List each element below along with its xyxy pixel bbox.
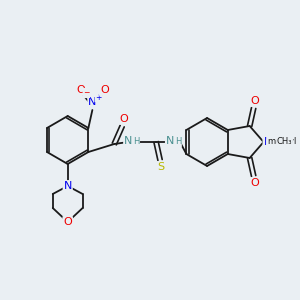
Text: +: +	[95, 92, 101, 101]
Text: CH₃: CH₃	[277, 137, 292, 146]
Text: −: −	[83, 88, 90, 98]
Text: N: N	[166, 136, 174, 146]
Text: N: N	[124, 136, 132, 146]
Text: H: H	[175, 137, 181, 146]
Text: N: N	[88, 97, 97, 107]
Text: N: N	[64, 181, 72, 191]
Text: S: S	[158, 162, 165, 172]
Text: O: O	[250, 178, 259, 188]
Text: methyl: methyl	[267, 137, 296, 146]
Text: O: O	[100, 85, 109, 95]
Text: O: O	[120, 114, 129, 124]
Text: O: O	[63, 217, 72, 227]
Text: O: O	[250, 96, 259, 106]
Text: O: O	[76, 85, 85, 95]
Text: N: N	[263, 137, 272, 147]
Text: H: H	[133, 137, 140, 146]
